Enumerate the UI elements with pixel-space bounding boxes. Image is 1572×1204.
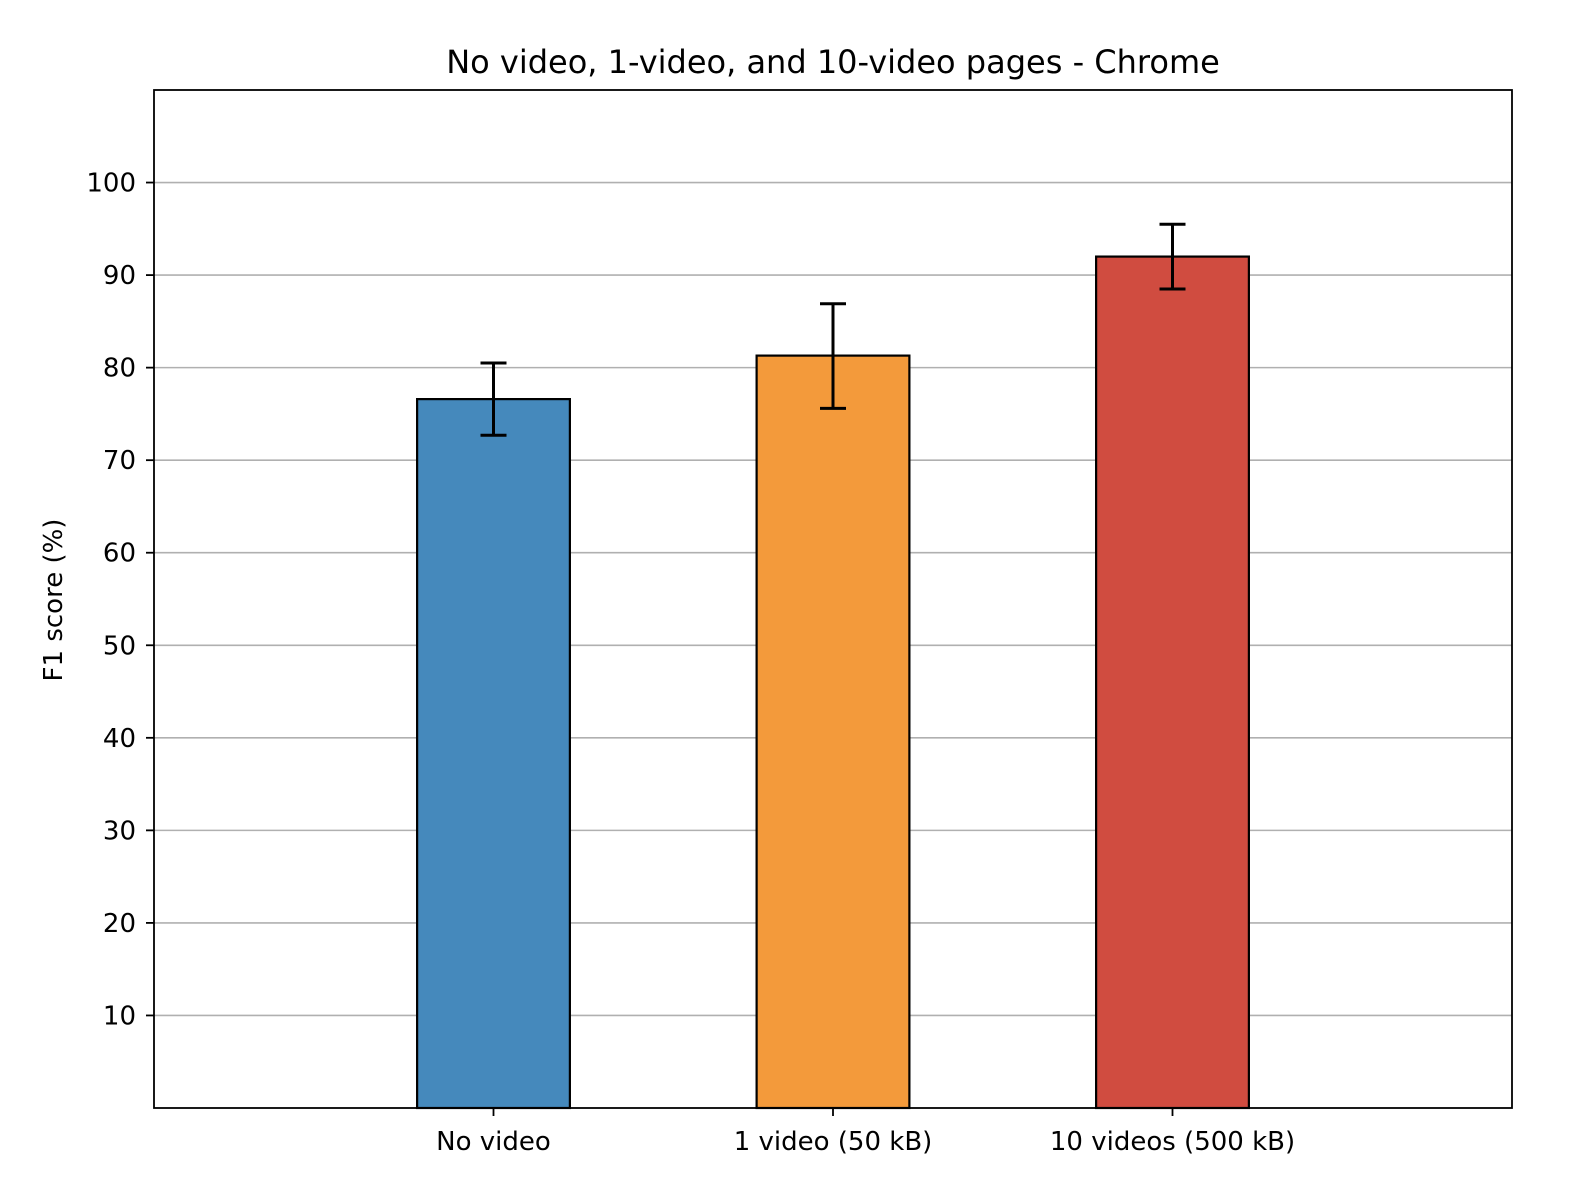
x-axis-ticks: No video 1 video (50 kB) 10 videos (500 kB… — [436, 1108, 1295, 1157]
bar — [416, 398, 571, 1110]
x-tick-label: 1 video (50 kB) — [734, 1127, 933, 1157]
y-axis-ticks: 10 20 30 40 50 60 70 80 90 100 — [86, 169, 154, 1031]
bar — [1095, 255, 1250, 1110]
y-tick-label: 60 — [103, 539, 136, 569]
y-axis-label: F1 score (%) — [39, 519, 69, 682]
y-tick-label: 20 — [103, 909, 136, 939]
x-tick-label: No video — [436, 1127, 551, 1157]
y-tick-label: 90 — [103, 261, 136, 291]
chart-title: No video, 1-video, and 10-video pages - … — [446, 43, 1220, 81]
x-tick-label: 10 videos (500 kB) — [1050, 1127, 1295, 1157]
bar — [755, 354, 911, 1110]
y-tick-label: 50 — [103, 631, 136, 661]
y-tick-label: 80 — [103, 354, 136, 384]
error-bars — [480, 222, 1186, 437]
y-tick-label: 10 — [103, 1001, 136, 1031]
y-tick-label: 40 — [103, 724, 136, 754]
y-tick-label: 100 — [86, 169, 136, 199]
y-tick-label: 70 — [103, 446, 136, 476]
y-tick-label: 30 — [103, 816, 136, 846]
